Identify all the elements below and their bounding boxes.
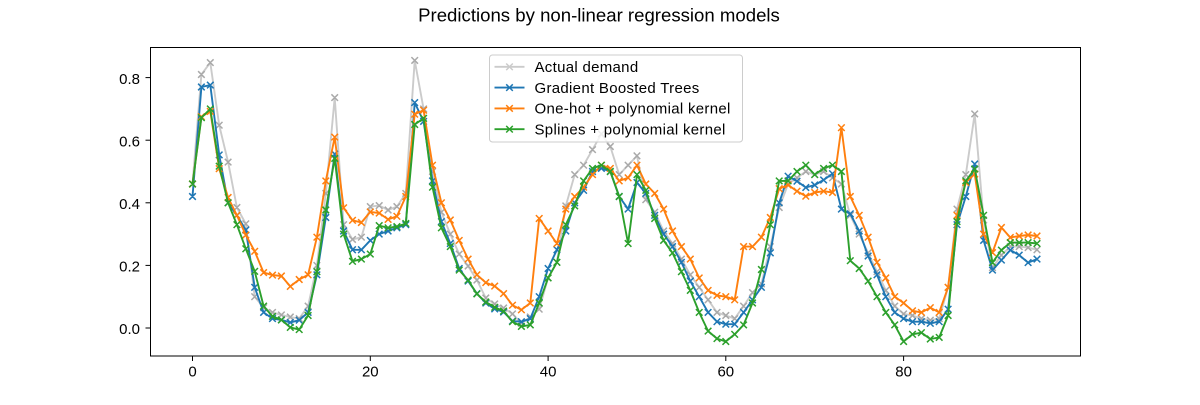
svg-text:Predictions by non-linear regr: Predictions by non-linear regression mod… [418,5,780,26]
svg-text:0.8: 0.8 [119,71,140,88]
svg-text:40: 40 [540,364,557,381]
svg-text:80: 80 [895,364,912,381]
svg-text:60: 60 [717,364,734,381]
svg-text:0: 0 [188,364,196,381]
svg-text:Actual demand: Actual demand [535,59,639,76]
svg-text:0.0: 0.0 [119,321,140,338]
svg-text:0.4: 0.4 [119,196,140,213]
svg-text:Gradient Boosted Trees: Gradient Boosted Trees [535,80,700,97]
svg-text:One-hot + polynomial kernel: One-hot + polynomial kernel [535,101,731,118]
svg-text:Splines + polynomial kernel: Splines + polynomial kernel [535,121,726,138]
svg-text:0.2: 0.2 [119,259,140,276]
svg-text:0.6: 0.6 [119,133,140,150]
svg-text:20: 20 [362,364,379,381]
